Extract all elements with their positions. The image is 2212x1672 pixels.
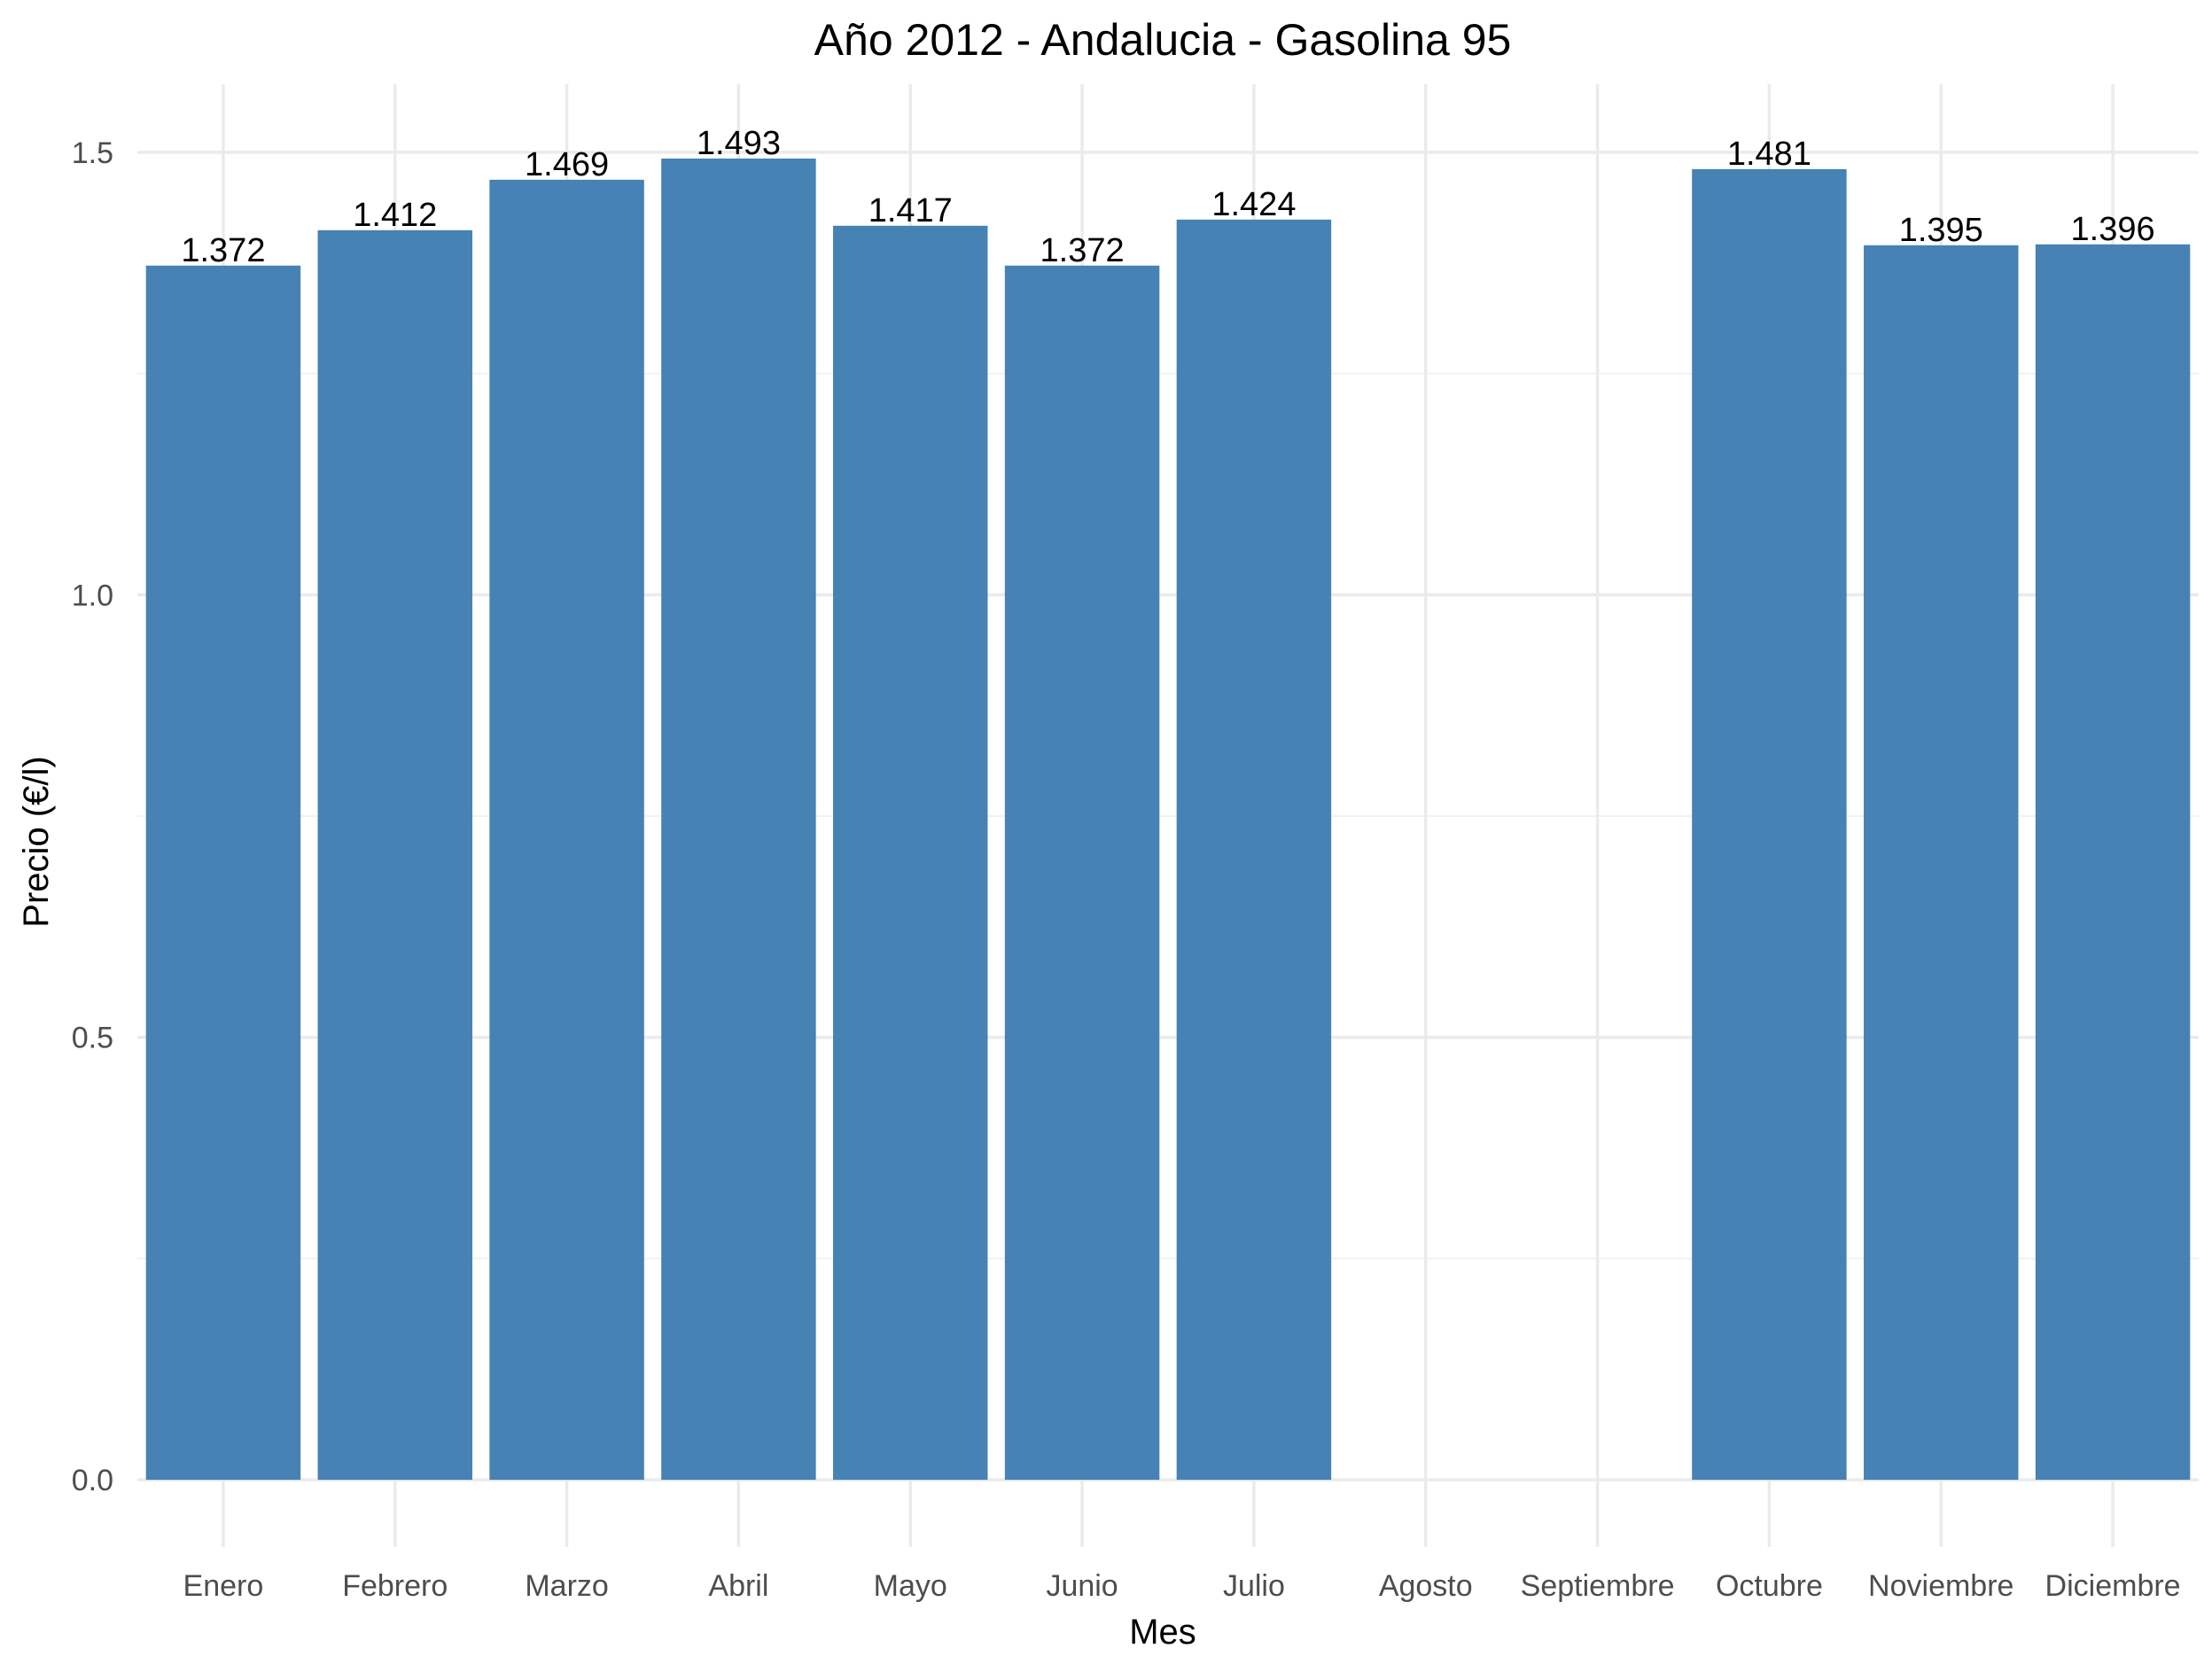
x-axis-ticks: Enero Febrero Marzo Abril Mayo Junio Julio Agos… (183, 1569, 2181, 1603)
x-tick-label: Abril (708, 1569, 768, 1603)
x-tick-label: Mayo (874, 1569, 947, 1603)
bar-value-label: 1.417 (868, 192, 953, 229)
bar (2035, 244, 2191, 1481)
bar (833, 225, 988, 1481)
y-axis-ticks: 0.0 0.5 1.0 1.5 (72, 136, 113, 1497)
bar-value-label: 1.372 (181, 232, 265, 269)
x-tick-label: Diciembre (2045, 1569, 2181, 1603)
x-tick-label: Junio (1046, 1569, 1118, 1603)
bar-value-label: 1.396 (2071, 211, 2155, 248)
bar-value-label: 1.469 (525, 146, 609, 183)
x-tick-label: Marzo (525, 1569, 608, 1603)
x-tick-label: Enero (183, 1569, 264, 1603)
x-tick-label: Noviembre (1868, 1569, 2013, 1603)
x-tick-label: Febrero (342, 1569, 448, 1603)
x-tick-label: Agosto (1379, 1569, 1473, 1603)
bar (661, 158, 816, 1481)
bar-value-label: 1.372 (1040, 232, 1125, 269)
bar-value-label: 1.395 (1899, 212, 1983, 249)
bar (317, 229, 472, 1481)
bar (145, 265, 301, 1481)
bar (1004, 265, 1160, 1481)
bars (145, 158, 2191, 1481)
x-axis-title: Mes (1129, 1613, 1196, 1652)
bar-value-label: 1.481 (1727, 136, 1811, 173)
data-labels: 1.372 1.412 1.469 1.493 1.417 1.372 1.424 1.481… (181, 125, 2154, 269)
bar-value-label: 1.424 (1211, 186, 1296, 223)
x-tick-label: Julio (1223, 1569, 1285, 1603)
bar (1692, 168, 1847, 1481)
y-axis-title: Precio (€/l) (17, 756, 56, 927)
bar (1176, 219, 1332, 1481)
bar (1864, 245, 2019, 1481)
bar-value-label: 1.412 (353, 197, 437, 234)
y-tick-label: 0.0 (72, 1464, 113, 1497)
y-tick-label: 1.5 (72, 136, 113, 170)
x-tick-label: Septiembre (1521, 1569, 1675, 1603)
x-tick-label: Octubre (1716, 1569, 1823, 1603)
bar-value-label: 1.493 (697, 125, 781, 162)
y-tick-label: 1.0 (72, 579, 113, 612)
y-tick-label: 0.5 (72, 1022, 113, 1055)
chart-title: Año 2012 - Andalucia - Gasolina 95 (814, 15, 1512, 65)
bar (489, 179, 644, 1481)
